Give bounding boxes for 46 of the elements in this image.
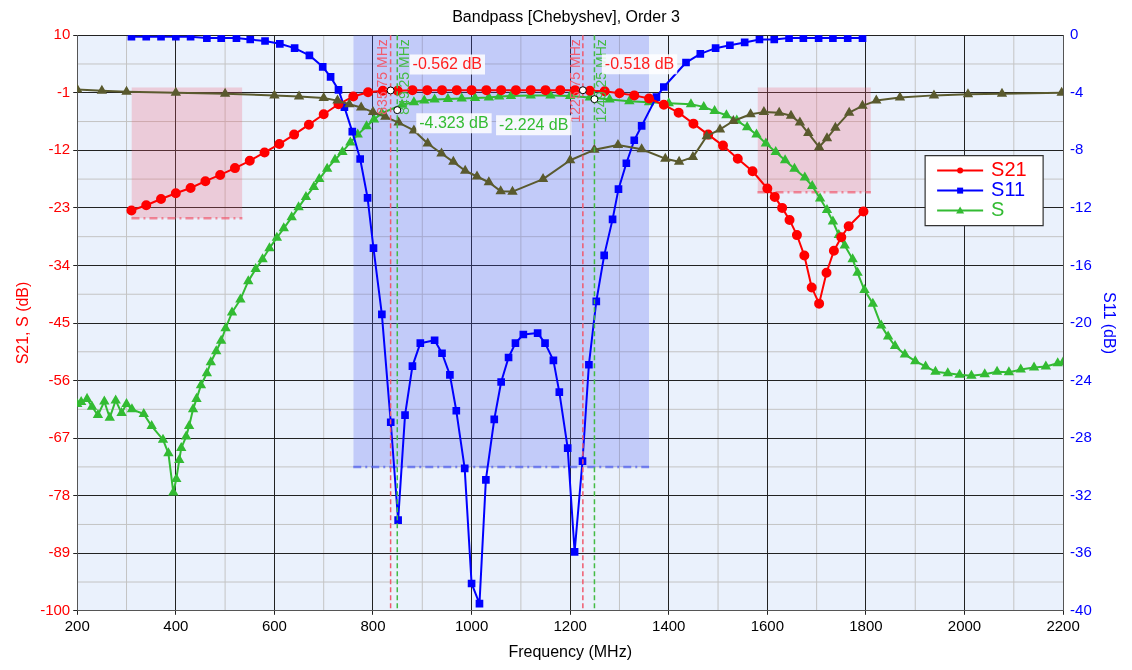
x-tick-label: 800 [360, 616, 386, 634]
y2-tick-label: -16 [1070, 255, 1092, 273]
x-tick-label: 1600 [750, 616, 785, 634]
legend-label: S [991, 198, 1005, 221]
y2-tick-label: -20 [1070, 313, 1092, 331]
y-tick-label: -100 [40, 600, 71, 618]
y-axis-title: S21, S (dB) [14, 281, 32, 365]
x-tick-label: 2000 [947, 616, 982, 634]
chart-title: Bandpass [Chebyshev], Order 3 [452, 8, 680, 26]
y-tick-label: -1 [56, 82, 71, 100]
y-tick-label: -56 [48, 370, 71, 388]
x-tick-label: 600 [261, 616, 287, 634]
x-tick-label: 200 [64, 616, 90, 634]
y2-tick-label: 0 [1070, 25, 1079, 43]
y-tick-label: -34 [48, 255, 71, 273]
y2-axis-title: S11 (dB) [1100, 292, 1118, 354]
y-tick-label: -12 [48, 140, 71, 158]
x-tick-label: 1800 [849, 616, 883, 634]
y2-tick-label: -32 [1070, 485, 1092, 503]
x-axis-title: Frequency (MHz) [508, 642, 632, 660]
annotation: -0.562 dB [412, 54, 483, 72]
legend-label: S21 [991, 158, 1027, 181]
x-tick-label: 400 [163, 616, 189, 634]
x-tick-label: 1000 [454, 616, 489, 634]
y-tick-label: 10 [53, 25, 71, 43]
y2-tick-label: -24 [1070, 370, 1092, 388]
annotation: -0.518 dB [604, 54, 675, 72]
annotation: -2.224 dB [499, 115, 569, 133]
y-tick-label: -45 [48, 313, 71, 331]
legend-label: S11 [991, 178, 1026, 201]
y-tick-label: -67 [48, 428, 71, 446]
x-tick-label: 1400 [652, 616, 686, 634]
y2-tick-label: -8 [1070, 140, 1084, 158]
x-tick-label: 1200 [553, 616, 587, 634]
x-tick-label: 2200 [1046, 616, 1080, 634]
ref-line-label: 835.75 MHz [374, 39, 391, 115]
y2-tick-label: -40 [1070, 600, 1092, 618]
y2-tick-label: -28 [1070, 428, 1092, 446]
y-tick-label: -78 [48, 485, 71, 503]
y-tick-label: -89 [48, 543, 71, 561]
y-tick-label: -23 [48, 198, 71, 216]
y2-tick-label: -4 [1070, 82, 1084, 100]
y2-tick-label: -12 [1070, 198, 1092, 216]
y2-tick-label: -36 [1070, 543, 1092, 561]
annotation: -4.323 dB [419, 113, 489, 131]
ref-line-label: 1225.75 MHz [566, 39, 583, 123]
